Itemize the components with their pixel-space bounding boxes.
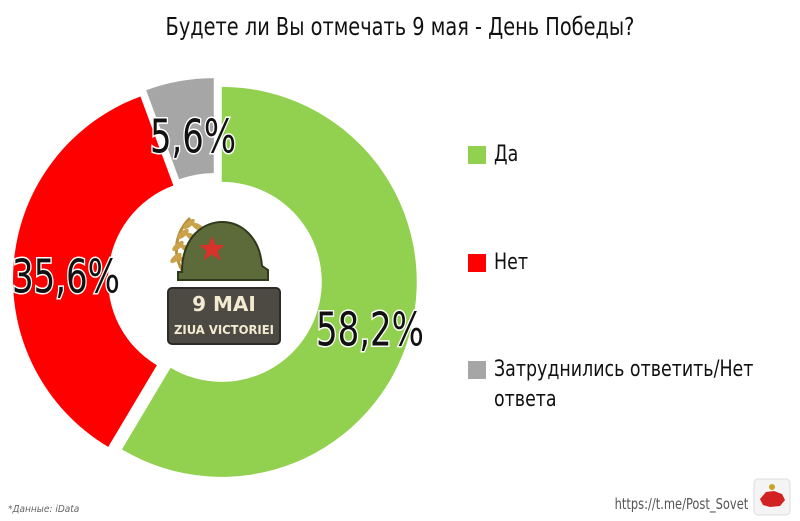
channel-logo-icon [753,478,791,516]
legend-swatch-undecided [468,361,486,379]
legend-label-no: Нет [494,250,528,275]
legend-swatch-no [468,254,486,272]
source-note: *Данные: iData [8,504,80,515]
slice-yes [121,86,417,477]
slice-undecided-label: 5,6% [150,110,236,164]
slice-undecided [146,78,214,180]
center-badge: 9 MAI ZIUA VICTORIEI [167,216,281,345]
banner-line-1: 9 MAI [192,292,256,316]
slice-labels: 58,2% 35,6% 5,6% [11,108,426,358]
victory-day-banner [167,287,281,345]
slice-no-label: 35,6% [12,250,120,304]
legend-swatch-yes [468,146,486,164]
legend-label-yes: Да [494,142,519,167]
legend-item-yes: Да [468,140,522,170]
channel-link[interactable]: https://t.me/Post_Sovet [614,495,748,513]
slice-yes-label: 58,2% [316,303,424,357]
legend-item-no: Нет [468,248,533,278]
legend-label-undecided: Затруднились ответить/Нет ответа [494,357,754,412]
helmet-icon [177,220,269,281]
red-star-icon [199,236,225,261]
banner-line-2: ZIUA VICTORIEI [174,323,274,337]
slice-no [13,96,174,447]
legend-item-undecided: Затруднились ответить/Нет ответа [468,355,794,415]
donut-slices [13,78,417,477]
laurel-branch-icon [174,216,192,271]
chart-title: Будете ли Вы отмечать 9 мая - День Побед… [165,12,635,41]
